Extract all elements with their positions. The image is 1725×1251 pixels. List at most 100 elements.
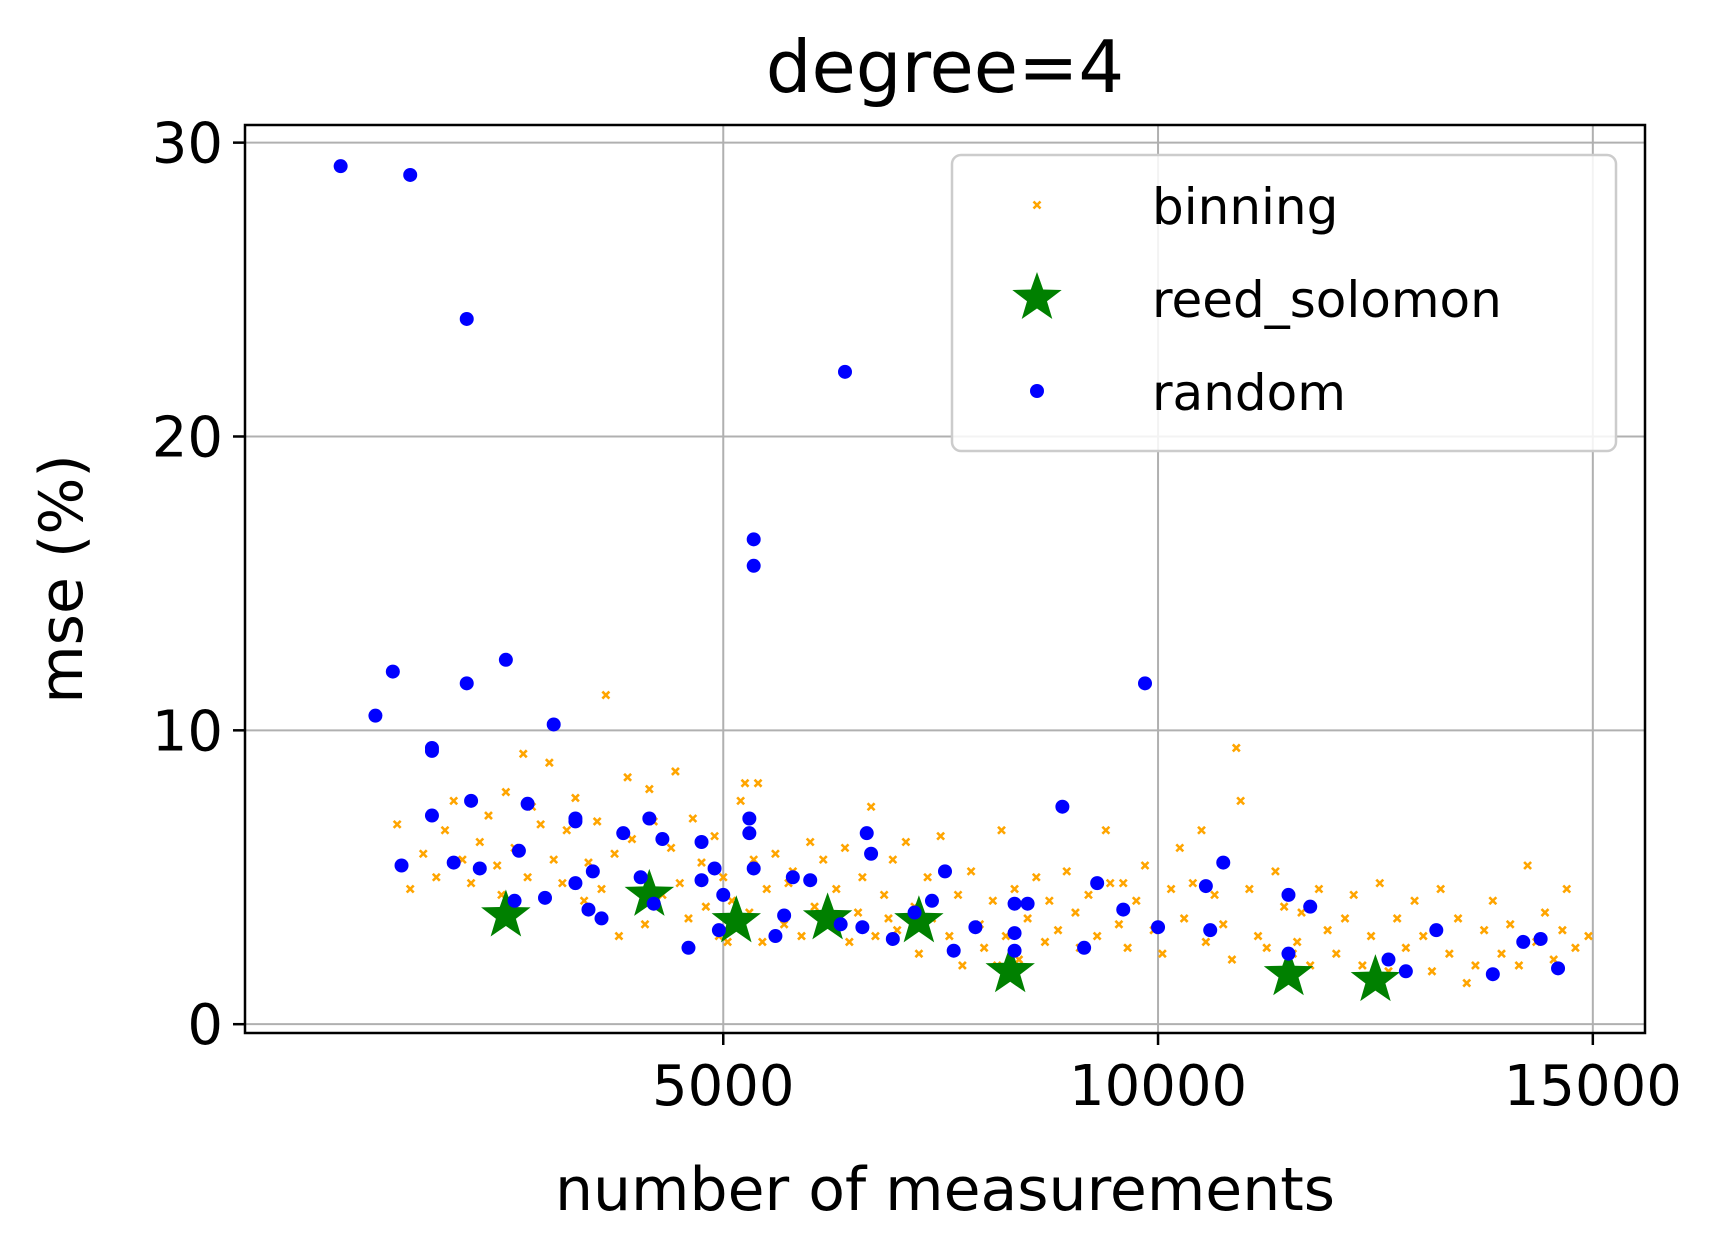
binning-point	[1357, 960, 1367, 970]
binning-point	[1562, 884, 1572, 894]
binning-mark-stroke	[1279, 902, 1289, 912]
binning-mark-stroke	[1123, 943, 1133, 953]
binning-mark-stroke	[914, 949, 924, 959]
binning-mark-stroke	[1040, 937, 1050, 947]
random-point	[1151, 920, 1166, 935]
random-point	[711, 923, 726, 938]
binning-point	[1314, 884, 1324, 894]
random-point	[507, 893, 522, 908]
binning-point	[1140, 861, 1150, 870]
binning-mark-stroke	[523, 872, 533, 882]
binning-point	[484, 811, 493, 820]
binning-point	[771, 849, 780, 859]
binning-point	[1031, 872, 1041, 882]
random-point	[585, 864, 600, 879]
binning-point	[1584, 931, 1593, 941]
binning-point	[810, 902, 819, 912]
random-point	[1198, 879, 1213, 894]
binning-mark-stroke	[627, 834, 637, 844]
binning-point	[1179, 913, 1189, 923]
binning-mark-stroke	[1231, 743, 1241, 753]
binning-point	[936, 831, 946, 841]
binning-mark-stroke	[923, 872, 933, 882]
y-tick-label: 30	[152, 112, 223, 177]
binning-point	[627, 834, 637, 844]
random-point	[1116, 902, 1131, 917]
binning-point	[871, 931, 880, 941]
binning-point	[1118, 878, 1128, 888]
x-axis-title: number of measurements	[555, 1155, 1335, 1225]
binning-mark-stroke	[1436, 884, 1446, 894]
binning-point	[675, 878, 685, 888]
binning-point	[601, 690, 611, 700]
legend-marker-random	[1030, 384, 1044, 398]
binning-point	[1279, 902, 1289, 912]
binning-mark-stroke	[1292, 937, 1302, 947]
binning-point	[405, 884, 415, 894]
binning-mark-stroke	[1562, 884, 1572, 894]
reed_solomon-point	[802, 892, 853, 940]
random-point	[946, 943, 961, 958]
legend-label-reed_solomon: reed_solomon	[1152, 271, 1502, 329]
binning-mark-stroke	[1062, 866, 1072, 876]
random-point	[424, 808, 439, 823]
random-point	[446, 855, 461, 870]
binning-mark-stroke	[1101, 825, 1111, 835]
binning-point	[466, 878, 476, 888]
binning-mark-stroke	[979, 943, 989, 953]
binning-mark-stroke	[557, 878, 567, 888]
binning-point	[1444, 949, 1454, 959]
binning-point	[1201, 937, 1211, 947]
binning-point	[644, 784, 654, 794]
binning-mark-stroke	[1340, 913, 1350, 923]
random-point	[694, 873, 709, 888]
random-point	[633, 870, 648, 885]
random-point	[1485, 967, 1500, 982]
binning-point	[1331, 949, 1341, 959]
binning-point	[544, 758, 554, 768]
binning-mark-stroke	[640, 919, 650, 929]
binning-point	[1114, 919, 1124, 929]
binning-point	[1092, 931, 1102, 941]
binning-mark-stroke	[866, 802, 876, 812]
binning-point	[1197, 825, 1206, 835]
random-point	[520, 796, 535, 811]
binning-point	[1497, 949, 1506, 959]
binning-mark-stroke	[492, 861, 502, 870]
random-point	[1007, 896, 1022, 911]
y-tick-label: 20	[152, 405, 223, 470]
random-point	[1281, 887, 1296, 902]
binning-point	[1084, 890, 1093, 900]
random-point	[1203, 923, 1218, 938]
random-point	[924, 893, 939, 908]
binning-point	[1349, 890, 1359, 900]
binning-point	[853, 908, 863, 917]
legend-label-binning: binning	[1152, 178, 1338, 236]
binning-point	[475, 837, 485, 847]
legend-label-random: random	[1152, 364, 1346, 422]
binning-mark-stroke	[753, 778, 763, 788]
binning-point	[701, 902, 711, 912]
random-point	[655, 832, 670, 847]
random-point	[459, 311, 474, 326]
binning-point	[1157, 949, 1167, 959]
binning-mark-stroke	[1188, 878, 1198, 888]
binning-mark-stroke	[1471, 960, 1480, 970]
binning-mark-stroke	[1488, 896, 1498, 906]
binning-point	[1101, 825, 1111, 835]
binning-mark-stroke	[757, 937, 767, 947]
legend-marker-binning	[1032, 200, 1042, 210]
reed_solomon-point	[711, 895, 761, 943]
binning-point	[536, 819, 546, 829]
binning-mark-stroke	[1084, 890, 1093, 900]
random-point	[1398, 964, 1413, 979]
random-point	[464, 793, 479, 808]
random-point	[746, 861, 761, 876]
binning-mark-stroke	[549, 855, 559, 865]
binning-mark-stroke	[957, 960, 967, 970]
binning-point	[762, 884, 772, 894]
binning-mark-stroke	[840, 843, 850, 853]
binning-point	[1427, 966, 1437, 976]
binning-point	[440, 825, 450, 835]
binning-point	[979, 943, 989, 953]
